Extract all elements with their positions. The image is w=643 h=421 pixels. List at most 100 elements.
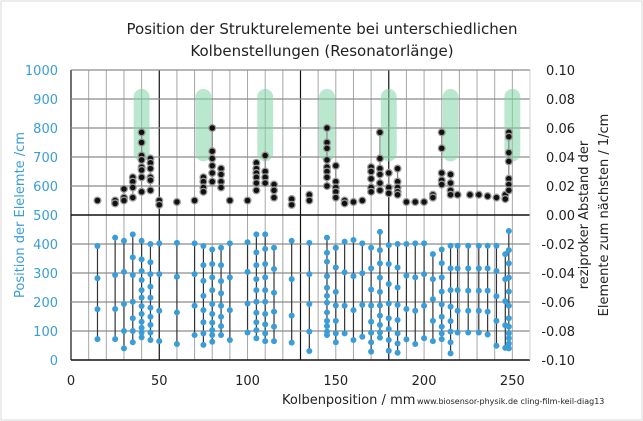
position-point: [138, 334, 145, 341]
position-point: [271, 289, 278, 296]
position-point: [376, 247, 383, 254]
reciprocal-point: [375, 179, 384, 188]
position-point: [341, 302, 348, 309]
x-tick-label: 0: [67, 374, 75, 389]
position-point: [209, 327, 216, 334]
reciprocal-point: [384, 189, 393, 198]
position-point: [493, 342, 500, 349]
position-point: [376, 334, 383, 341]
position-point: [438, 313, 445, 320]
position-point: [505, 345, 512, 352]
reciprocal-point: [375, 186, 384, 195]
y-right-label-line-2: Elemente zum nächsten / 1/cm: [597, 114, 612, 317]
position-point: [129, 298, 136, 305]
position-point: [191, 240, 198, 247]
position-point: [323, 234, 330, 241]
position-point: [306, 271, 313, 278]
position-point: [156, 271, 163, 278]
position-point: [112, 272, 119, 279]
reciprocal-point: [474, 190, 483, 199]
reciprocal-point: [252, 179, 261, 188]
reciprocal-point: [367, 187, 376, 196]
position-point: [262, 245, 269, 252]
position-point: [129, 315, 136, 322]
reciprocal-point: [208, 168, 217, 178]
position-point: [394, 349, 401, 356]
position-point: [505, 330, 512, 337]
position-point: [323, 284, 330, 291]
highlight-band: [195, 88, 212, 162]
position-point: [505, 340, 512, 347]
position-point: [502, 298, 509, 305]
position-point: [412, 240, 419, 247]
position-point: [454, 329, 461, 336]
position-point: [368, 286, 375, 293]
position-point: [129, 328, 136, 334]
position-point: [493, 293, 500, 300]
reciprocal-point: [208, 177, 217, 186]
reciprocal-point: [322, 144, 332, 153]
reciprocal-point: [261, 151, 270, 160]
position-point: [271, 244, 278, 251]
position-point: [253, 335, 260, 342]
reciprocal-point: [172, 197, 181, 207]
reciprocal-point: [119, 196, 129, 205]
reciprocal-point: [252, 186, 261, 195]
position-point: [288, 237, 295, 244]
position-point: [505, 302, 512, 309]
highlight-band: [257, 88, 274, 162]
position-point: [138, 324, 145, 331]
position-point: [359, 240, 366, 247]
position-point: [262, 298, 269, 305]
position-point: [403, 336, 410, 343]
position-point: [271, 308, 278, 315]
y-left-label: Position der Elelemte /cm: [13, 132, 28, 298]
position-point: [120, 237, 127, 244]
reciprocal-point: [217, 170, 226, 179]
position-point: [138, 267, 145, 274]
position-point: [209, 261, 216, 268]
position-point: [429, 296, 436, 303]
position-point: [429, 276, 436, 283]
position-point: [138, 310, 145, 317]
reciprocal-point: [208, 123, 217, 133]
position-point: [253, 249, 260, 256]
reciprocal-point: [111, 199, 120, 208]
reciprocal-point: [208, 147, 217, 156]
position-point: [138, 237, 145, 244]
x-tick-label: 50: [151, 374, 168, 389]
position-point: [271, 323, 278, 330]
position-point: [262, 261, 269, 268]
position-point: [94, 275, 101, 282]
position-point: [253, 298, 260, 305]
position-point: [376, 260, 383, 267]
reciprocal-point: [208, 161, 217, 170]
position-point: [173, 273, 180, 280]
position-point: [209, 274, 216, 281]
position-point: [385, 242, 392, 249]
reciprocal-point: [225, 196, 234, 205]
reciprocal-point: [437, 168, 446, 178]
position-point: [147, 241, 154, 247]
position-point: [173, 341, 180, 348]
position-point: [200, 341, 207, 348]
reciprocal-point: [305, 196, 314, 205]
position-point: [323, 299, 330, 306]
position-point: [288, 276, 295, 283]
position-point: [138, 303, 145, 310]
reciprocal-point: [340, 199, 349, 208]
position-point: [484, 308, 491, 315]
footnote: www.biosensor-physik.de cling-film-keil-…: [417, 397, 604, 406]
reciprocal-point: [504, 132, 513, 141]
position-point: [484, 331, 491, 338]
position-point: [209, 246, 216, 253]
position-point: [156, 240, 163, 247]
position-point: [262, 274, 269, 281]
reciprocal-point: [128, 193, 137, 202]
reciprocal-point: [504, 186, 513, 195]
reciprocal-point: [492, 193, 501, 202]
highlight-band: [442, 88, 459, 162]
position-point: [447, 303, 454, 310]
position-point: [438, 336, 445, 343]
